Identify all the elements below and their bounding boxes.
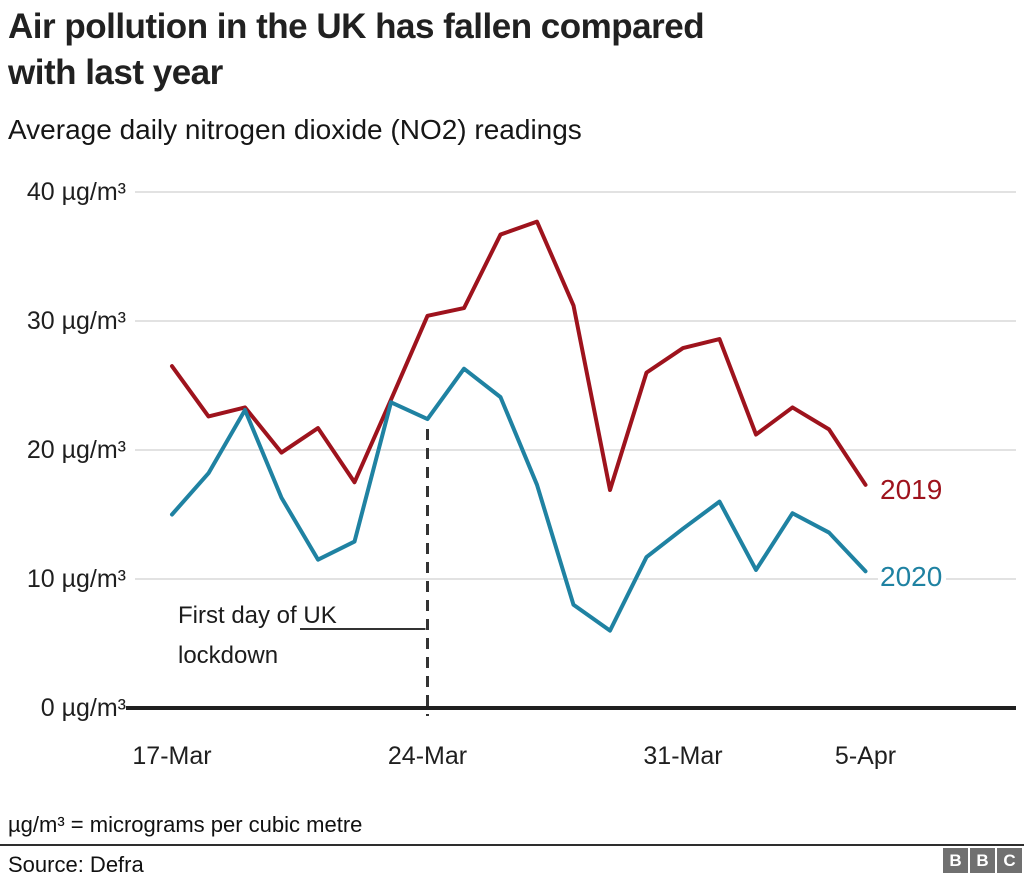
bbc-logo-block-3: C xyxy=(997,848,1022,873)
data-lines xyxy=(170,219,868,633)
chart-subtitle: Average daily nitrogen dioxide (NO2) rea… xyxy=(8,114,582,145)
series-label-2019: 2019 xyxy=(878,474,947,506)
y-axis-label-20: 20 µg/m³ xyxy=(0,435,126,465)
bbc-logo-block-2: B xyxy=(970,848,995,873)
line-2019 xyxy=(170,219,868,492)
axis-labels-layer: 40 µg/m³ 30 µg/m³ 20 µg/m³ 10 µg/m³ 0 µg/m³ 1… xyxy=(0,177,897,770)
y-axis-label-10: 10 µg/m³ xyxy=(0,564,126,594)
unit-footnote: µg/m³ = micrograms per cubic metre xyxy=(8,812,363,837)
bbc-logo-block-1: B xyxy=(943,848,968,873)
lockdown-annotation-line1: First day of UK xyxy=(178,602,337,629)
chart-title-line1: Air pollution in the UK has fallen compa… xyxy=(8,7,705,46)
x-axis-label-24-mar: 24-Mar xyxy=(387,742,468,770)
series-label-2020: 2020 xyxy=(878,561,947,593)
lockdown-annotation-line2: lockdown xyxy=(178,642,279,669)
footer-divider xyxy=(0,844,1024,846)
x-axis-label-17-mar: 17-Mar xyxy=(132,742,212,770)
source-attribution: Source: Defra xyxy=(8,852,144,877)
chart-title-line2: with last year xyxy=(8,53,223,92)
y-axis-label-40: 40 µg/m³ xyxy=(0,177,126,207)
x-axis-label-5-apr: 5-Apr xyxy=(834,742,897,770)
x-axis-label-31-mar: 31-Mar xyxy=(643,742,723,770)
y-axis-label-0: 0 µg/m³ xyxy=(0,693,126,723)
chart-plot-area xyxy=(117,191,1016,716)
y-axis-label-30: 30 µg/m³ xyxy=(0,306,126,336)
lockdown-annotation: First day of UK lockdown xyxy=(178,596,337,676)
chart-title: Air pollution in the UK has fallen compa… xyxy=(8,4,988,96)
line-2020 xyxy=(170,366,868,633)
